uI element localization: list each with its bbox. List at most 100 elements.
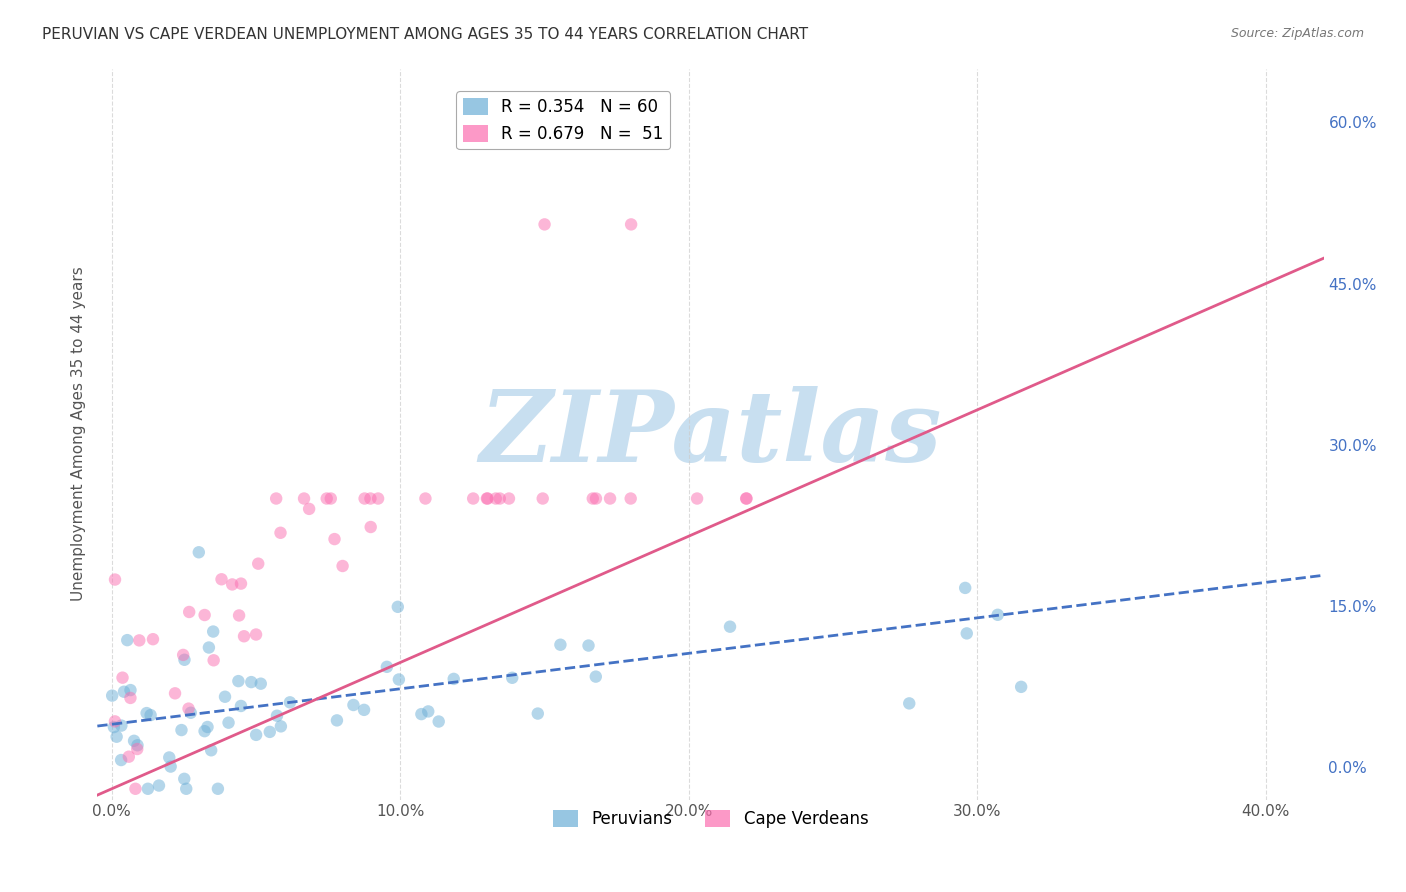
Point bbox=[122, 734, 145, 748]
Point bbox=[197, 720, 219, 734]
Legend: Peruvians, Cape Verdeans: Peruvians, Cape Verdeans bbox=[546, 804, 875, 835]
Point bbox=[735, 491, 758, 506]
Point bbox=[488, 491, 510, 506]
Point bbox=[498, 491, 520, 506]
Point bbox=[127, 742, 149, 756]
Point bbox=[249, 676, 271, 690]
Point bbox=[117, 633, 139, 648]
Point bbox=[485, 491, 508, 506]
Point bbox=[218, 715, 240, 730]
Point bbox=[101, 689, 124, 703]
Point bbox=[323, 532, 346, 546]
Point bbox=[427, 714, 450, 729]
Point bbox=[221, 577, 243, 591]
Point bbox=[585, 491, 607, 506]
Point bbox=[179, 605, 201, 619]
Point bbox=[620, 218, 643, 232]
Point bbox=[418, 705, 440, 719]
Point bbox=[142, 632, 165, 647]
Point bbox=[110, 753, 132, 767]
Point bbox=[956, 626, 979, 640]
Point bbox=[585, 670, 607, 684]
Point bbox=[898, 697, 921, 711]
Point bbox=[292, 491, 315, 506]
Point bbox=[173, 772, 195, 786]
Point bbox=[388, 673, 411, 687]
Point bbox=[582, 491, 605, 506]
Point bbox=[240, 675, 263, 690]
Point bbox=[278, 695, 301, 709]
Point bbox=[533, 218, 555, 232]
Point bbox=[194, 607, 217, 622]
Point bbox=[111, 671, 134, 685]
Point bbox=[124, 781, 146, 796]
Point bbox=[531, 491, 554, 506]
Point bbox=[686, 491, 709, 506]
Point bbox=[270, 719, 292, 733]
Point bbox=[718, 620, 741, 634]
Point bbox=[228, 674, 250, 689]
Point bbox=[475, 491, 498, 506]
Point bbox=[578, 639, 600, 653]
Point bbox=[202, 624, 225, 639]
Point bbox=[550, 638, 572, 652]
Point bbox=[187, 545, 209, 559]
Point bbox=[198, 640, 221, 655]
Point bbox=[415, 491, 437, 506]
Point bbox=[353, 491, 375, 506]
Point bbox=[266, 708, 288, 723]
Point bbox=[193, 724, 215, 739]
Point bbox=[315, 491, 337, 506]
Point bbox=[375, 660, 398, 674]
Point bbox=[180, 706, 202, 720]
Point bbox=[135, 706, 157, 720]
Point bbox=[103, 720, 125, 734]
Point bbox=[139, 708, 162, 723]
Point bbox=[200, 743, 222, 757]
Point bbox=[501, 671, 523, 685]
Point bbox=[112, 684, 135, 698]
Point bbox=[1010, 680, 1032, 694]
Point bbox=[342, 698, 364, 712]
Point bbox=[463, 491, 485, 506]
Point bbox=[620, 491, 643, 506]
Point bbox=[443, 672, 465, 686]
Point bbox=[170, 723, 193, 737]
Point bbox=[270, 525, 292, 540]
Point bbox=[360, 520, 382, 534]
Point bbox=[526, 706, 548, 721]
Point bbox=[735, 491, 758, 506]
Point bbox=[110, 718, 132, 732]
Point bbox=[148, 779, 170, 793]
Point bbox=[104, 573, 127, 587]
Point bbox=[118, 749, 141, 764]
Point bbox=[163, 686, 186, 700]
Point bbox=[229, 576, 252, 591]
Point bbox=[157, 750, 180, 764]
Point bbox=[332, 559, 354, 574]
Point bbox=[367, 491, 389, 506]
Point bbox=[229, 698, 252, 713]
Point bbox=[245, 627, 267, 641]
Point bbox=[477, 491, 499, 506]
Point bbox=[105, 730, 128, 744]
Point bbox=[128, 633, 150, 648]
Point bbox=[173, 653, 195, 667]
Point bbox=[174, 781, 197, 796]
Point bbox=[233, 629, 256, 643]
Point bbox=[214, 690, 236, 704]
Point bbox=[228, 608, 250, 623]
Point bbox=[599, 491, 621, 506]
Point bbox=[127, 738, 149, 752]
Point bbox=[172, 648, 194, 662]
Point bbox=[319, 491, 342, 506]
Text: Source: ZipAtlas.com: Source: ZipAtlas.com bbox=[1230, 27, 1364, 40]
Point bbox=[247, 557, 270, 571]
Point bbox=[120, 683, 142, 698]
Point bbox=[211, 572, 233, 586]
Point bbox=[104, 714, 127, 729]
Point bbox=[177, 701, 200, 715]
Point bbox=[136, 781, 159, 796]
Point bbox=[411, 707, 433, 722]
Point bbox=[120, 690, 142, 705]
